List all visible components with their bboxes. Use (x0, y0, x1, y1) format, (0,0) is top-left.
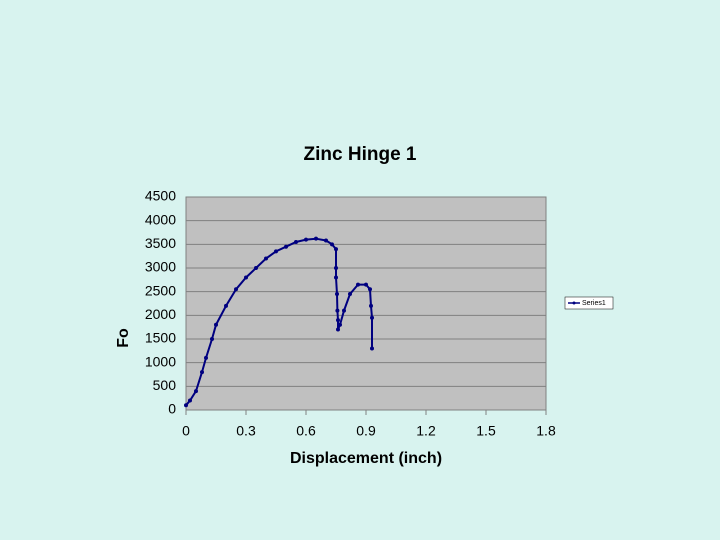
data-point (335, 308, 340, 313)
y-tick-label: 1000 (145, 353, 176, 369)
data-point (224, 303, 228, 308)
legend-label: Series1 (582, 300, 606, 307)
data-point (200, 370, 204, 375)
data-point (356, 282, 360, 287)
data-point (369, 303, 373, 308)
data-point (294, 239, 298, 244)
data-point (204, 355, 208, 360)
data-point (234, 287, 238, 292)
chart-title: Zinc Hinge 1 (304, 144, 417, 165)
data-point (188, 398, 192, 403)
data-point (284, 244, 288, 249)
data-point (370, 315, 374, 320)
data-point (368, 287, 372, 292)
data-point (335, 292, 339, 297)
data-point (210, 337, 214, 341)
plot-area (185, 196, 547, 411)
y-tick-label: 500 (153, 377, 177, 393)
data-point (214, 322, 218, 327)
x-tick-label: 1.2 (416, 423, 436, 439)
y-tick-label: 1500 (145, 330, 176, 346)
data-point (324, 238, 328, 243)
x-tick-label: 0 (182, 423, 190, 439)
data-point (364, 282, 368, 287)
data-point (304, 237, 308, 242)
data-point (342, 308, 346, 313)
data-point (334, 266, 338, 270)
data-point (254, 266, 258, 270)
data-point (194, 389, 198, 394)
x-tick-label: 1.5 (476, 423, 496, 439)
data-point (336, 318, 340, 323)
y-tick-label: 3000 (145, 259, 176, 275)
data-point (184, 403, 188, 408)
y-tick-label: 4000 (145, 211, 176, 227)
legend-marker (572, 301, 576, 305)
data-point (274, 249, 278, 254)
y-tick-label: 0 (168, 401, 176, 417)
data-point (314, 236, 318, 241)
data-point (370, 346, 374, 351)
data-point (244, 275, 248, 280)
x-tick-label: 0.6 (296, 423, 316, 439)
y-axis-label: Fo (115, 328, 132, 348)
data-point (336, 327, 340, 332)
data-point (334, 247, 338, 252)
y-tick-label: 3500 (145, 235, 176, 251)
data-point (330, 242, 334, 247)
x-tick-label: 0.9 (356, 423, 376, 439)
data-point (338, 322, 342, 327)
y-tick-label: 2000 (145, 306, 176, 322)
x-axis-label: Displacement (inch) (290, 450, 442, 467)
data-point (264, 256, 268, 261)
x-tick-label: 0.3 (236, 423, 256, 439)
legend-box (564, 296, 614, 310)
x-tick-label: 1.8 (536, 423, 556, 439)
y-tick-label: 4500 (145, 188, 176, 204)
y-tick-label: 2500 (145, 282, 176, 298)
data-point (348, 292, 352, 297)
data-point (334, 275, 338, 280)
